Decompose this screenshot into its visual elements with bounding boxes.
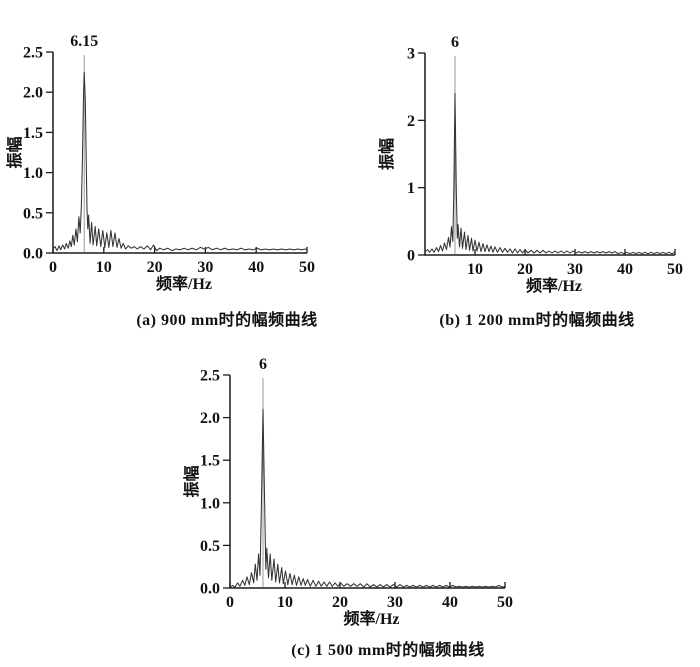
y-tick-label: 0 (407, 248, 415, 265)
caption-chart-a: (a) 900 mm时的幅频曲线 (136, 312, 318, 329)
x-tick-label: 30 (567, 261, 583, 278)
y-tick-label: 0.5 (200, 538, 220, 555)
y-axis-label: 振幅 (5, 136, 24, 168)
x-tick-label: 30 (387, 594, 403, 611)
y-tick-label: 1.0 (23, 165, 43, 182)
axes (229, 375, 505, 589)
x-tick-label: 50 (497, 594, 513, 611)
x-tick-label: 0 (49, 259, 57, 276)
x-tick-label: 10 (467, 261, 483, 278)
x-tick-label: 0 (226, 594, 234, 611)
x-tick-label: 40 (248, 259, 264, 276)
chart-a-amplitude-frequency-plot: 0.0 0.5 1.0 1.5 2.0 2.5 0 10 20 30 40 50 6.15 频率/Hz 振幅 (5, 33, 315, 293)
chart-c-amplitude-frequency-plot: 0.0 0.5 1.0 1.5 2.0 2.5 0 10 20 30 40 50 6 频率/Hz 振幅 (182, 356, 513, 628)
peak-value-label: 6 (451, 34, 459, 51)
caption-chart-c: (c) 1 500 mm时的幅频曲线 (291, 642, 485, 659)
x-tick-label: 20 (332, 594, 348, 611)
y-tick-label: 3 (407, 46, 415, 63)
caption-chart-b: (b) 1 200 mm时的幅频曲线 (439, 312, 635, 329)
x-tick-label: 10 (96, 259, 112, 276)
y-tick-label: 2.5 (23, 45, 43, 62)
y-axis-label: 振幅 (377, 138, 396, 170)
x-axis-label: 频率/Hz (344, 609, 400, 628)
peak-value-label: 6 (259, 356, 267, 373)
spectrum-curve (52, 71, 308, 252)
y-tick-label: 1.5 (23, 125, 43, 142)
x-tick-label: 40 (442, 594, 458, 611)
chart-b-amplitude-frequency-plot: 0 1 2 3 10 20 30 40 50 6 频率/Hz 振幅 (377, 34, 683, 295)
x-tick-label: 50 (667, 261, 683, 278)
y-tick-label: 2.5 (200, 368, 220, 385)
x-tick-label: 40 (617, 261, 633, 278)
x-tick-label: 10 (277, 594, 293, 611)
y-tick-label: 1 (407, 180, 415, 197)
y-tick-label: 2.0 (200, 410, 220, 427)
x-axis-label: 频率/Hz (156, 274, 212, 293)
y-tick-label: 2 (407, 113, 415, 130)
y-tick-label: 1.5 (200, 453, 220, 470)
y-tick-label: 2.0 (23, 85, 43, 102)
x-tick-label: 20 (517, 261, 533, 278)
y-tick-label: 0.5 (23, 205, 43, 222)
axes (424, 53, 675, 256)
y-tick-label: 1.0 (200, 495, 220, 512)
x-tick-label: 50 (299, 259, 315, 276)
x-axis-label: 频率/Hz (526, 276, 582, 295)
y-tick-label: 0.0 (23, 246, 43, 263)
x-tick-label: 20 (147, 259, 163, 276)
spectrum-curve (424, 92, 676, 255)
spectrum-curve (229, 408, 506, 588)
x-tick-label: 30 (197, 259, 213, 276)
y-axis-label: 振幅 (182, 465, 201, 497)
y-tick-label: 0.0 (200, 581, 220, 598)
peak-value-label: 6.15 (70, 33, 98, 50)
